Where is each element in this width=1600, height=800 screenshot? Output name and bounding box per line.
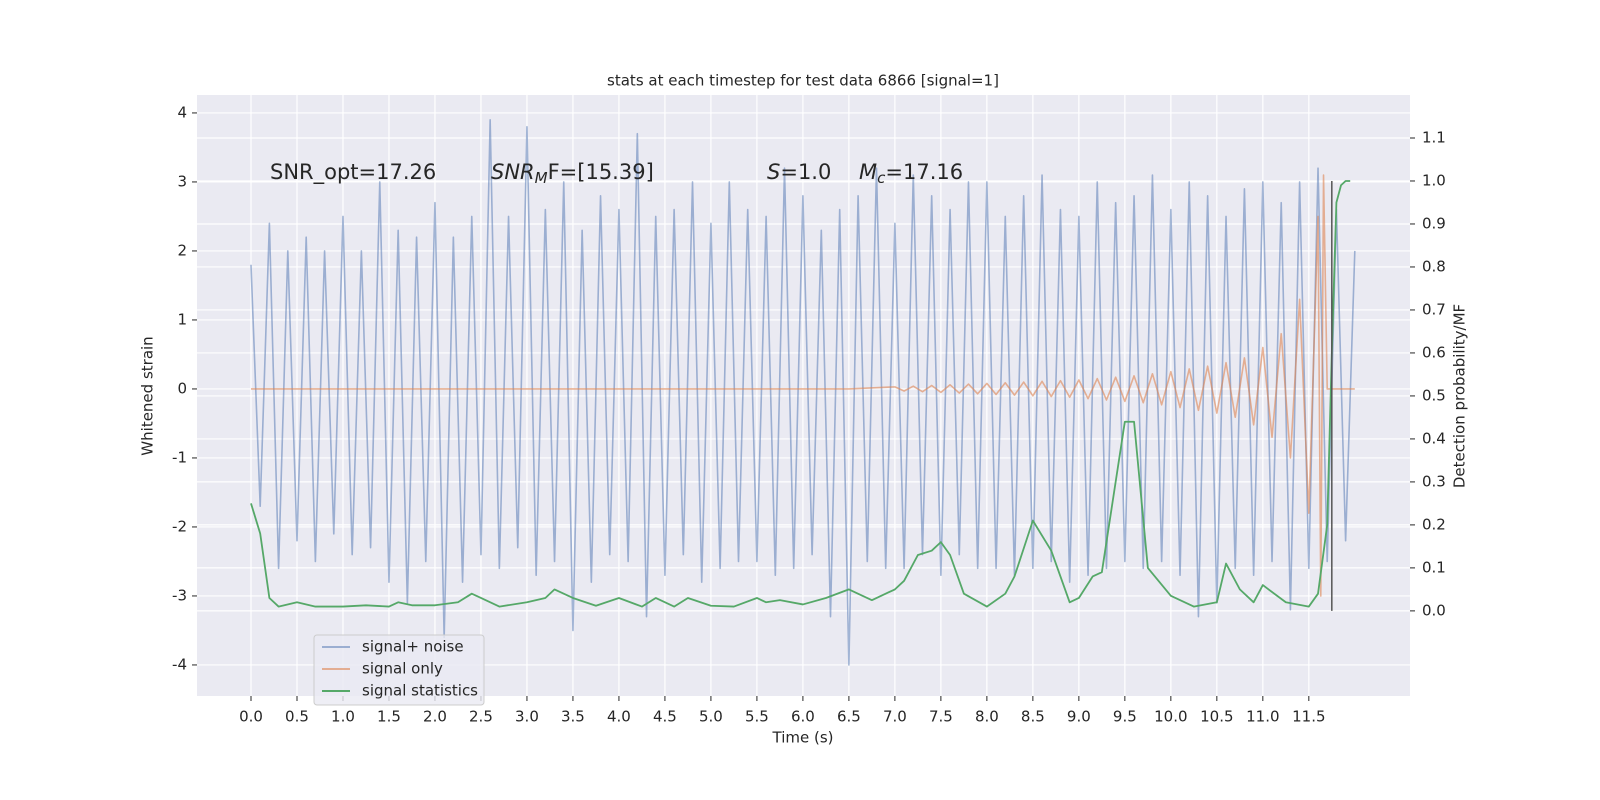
legend: signal+ noise signal only signal statistic…	[313, 634, 485, 706]
y2-tick-label: 0.7	[1422, 300, 1446, 318]
x-tick-label: 10.0	[1154, 708, 1187, 726]
x-tick-label: 6.5	[837, 708, 861, 726]
y-tick-label: -2	[172, 517, 187, 535]
y-tick-label: -1	[172, 448, 187, 466]
y2-axis-label: Detection probability/MF	[1451, 304, 1469, 488]
legend-label: signal+ noise	[362, 638, 464, 656]
y-tick-label: 4	[177, 103, 187, 121]
x-tick-label: 5.0	[699, 708, 723, 726]
y-tick-label: -3	[172, 586, 187, 604]
annotation-text: =1.0	[780, 160, 831, 184]
x-tick-label: 8.5	[1021, 708, 1045, 726]
y2-tick-label: 0.2	[1422, 515, 1446, 533]
y2-tick-label: 0.5	[1422, 386, 1446, 404]
y2-tick-label: 1.1	[1422, 128, 1446, 146]
y-tick-label: 3	[177, 172, 187, 190]
legend-label: signal only	[362, 660, 443, 678]
y-tick-label: -4	[172, 655, 187, 673]
x-tick-label: 1.5	[377, 708, 401, 726]
x-tick-label: 11.5	[1292, 708, 1325, 726]
y2-tick-label: 0.8	[1422, 257, 1446, 275]
x-tick-label: 1.0	[331, 708, 355, 726]
annotation-symbol: M	[859, 160, 877, 184]
y2-tick-label: 0.4	[1422, 429, 1446, 447]
x-tick-label: 2.0	[423, 708, 447, 726]
x-tick-label: 0.5	[285, 708, 309, 726]
series-line	[250, 180, 1351, 608]
y-tick-label: 2	[177, 241, 187, 259]
x-tick-label: 11.0	[1246, 708, 1279, 726]
annotation-text: =17.16	[885, 160, 963, 184]
annotation-symbol: SNR	[491, 160, 535, 184]
x-tick-label: 6.0	[791, 708, 815, 726]
y-tick-label: 1	[177, 310, 187, 328]
y2-tick-label: 0.1	[1422, 558, 1446, 576]
x-axis-label: Time (s)	[772, 729, 834, 747]
x-tick-label: 9.5	[1113, 708, 1137, 726]
chart-title: stats at each timestep for test data 686…	[607, 72, 999, 90]
y-axis-label: Whitened strain	[139, 336, 157, 455]
legend-label: signal statistics	[362, 682, 478, 700]
series-line	[250, 119, 1356, 666]
legend-box	[313, 634, 485, 706]
x-tick-label: 9.0	[1067, 708, 1091, 726]
x-tick-label: 4.0	[607, 708, 631, 726]
x-tick-label: 5.5	[745, 708, 769, 726]
y2-tick-label: 0.9	[1422, 214, 1446, 232]
y2-tick-label: 0.0	[1422, 601, 1446, 619]
x-tick-label: 3.0	[515, 708, 539, 726]
annotation-subscript: M	[535, 169, 548, 187]
annotation-subscript: c	[877, 169, 886, 187]
y2-tick-label: 1.0	[1422, 171, 1446, 189]
x-tick-label: 7.0	[883, 708, 907, 726]
annotation-text: F=[15.39]	[548, 160, 654, 184]
x-tick-label: 3.5	[561, 708, 585, 726]
data-layer	[250, 119, 1356, 666]
x-tick-label: 2.5	[469, 708, 493, 726]
y2-tick-label: 0.6	[1422, 343, 1446, 361]
annotation: SNRMF=[15.39]	[491, 160, 654, 187]
x-tick-label: 0.0	[239, 708, 263, 726]
annotation: SNR_opt=17.26	[270, 160, 436, 185]
x-tick-label: 4.5	[653, 708, 677, 726]
x-tick-label: 7.5	[929, 708, 953, 726]
annotation: Mc=17.16	[859, 160, 963, 187]
annotation: S=1.0	[767, 160, 831, 184]
annotation-symbol: S	[767, 160, 780, 184]
y-tick-label: 0	[177, 379, 187, 397]
x-tick-label: 8.0	[975, 708, 999, 726]
y2-tick-label: 0.3	[1422, 472, 1446, 490]
x-tick-label: 10.5	[1200, 708, 1233, 726]
series-line	[250, 174, 1355, 597]
